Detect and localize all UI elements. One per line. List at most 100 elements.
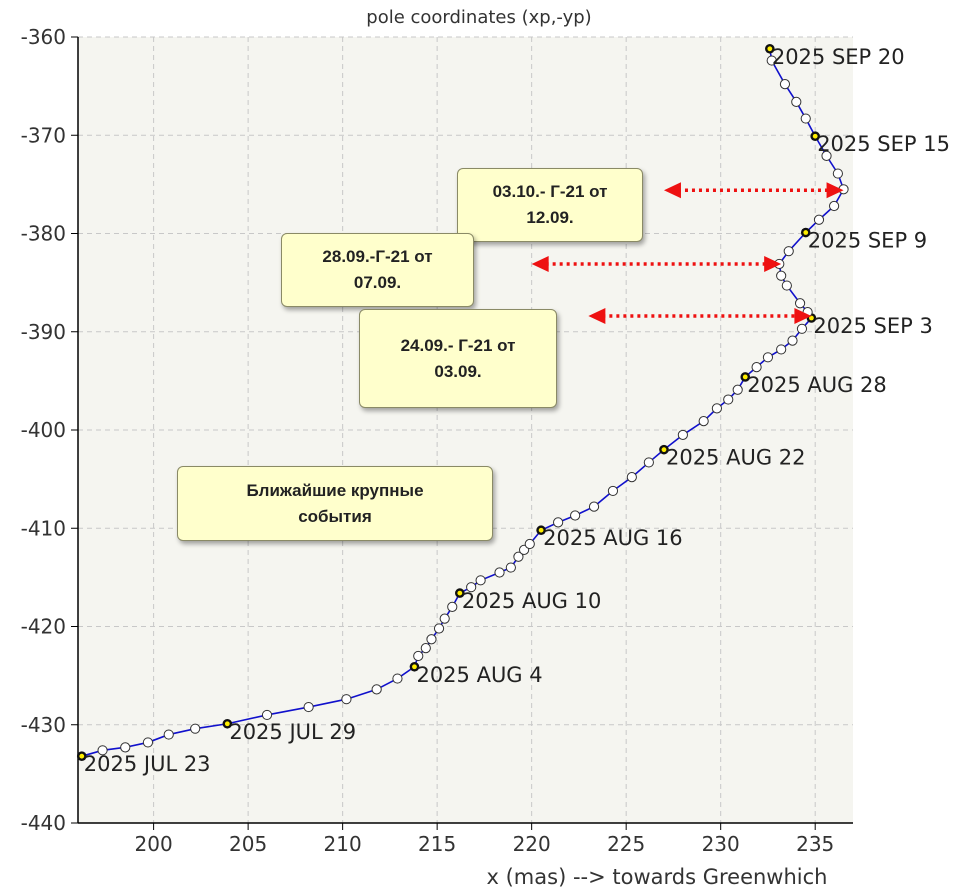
highlight-point-center <box>412 664 417 670</box>
data-point <box>776 344 787 355</box>
data-point <box>783 246 794 257</box>
y-tick-label: -380 <box>21 222 66 246</box>
arrowhead-right <box>764 255 782 272</box>
x-axis-label: x (mas) --> towards Greenwhich <box>487 865 828 889</box>
x-tick-label: 205 <box>229 832 267 856</box>
date-label: 2025 AUG 22 <box>666 446 806 470</box>
data-point <box>97 745 108 756</box>
data-point <box>505 562 516 573</box>
x-tick-label: 220 <box>513 832 551 856</box>
axis-ticks: 200 205 210 215 220 225 230 235 -360 -370 -380 -390… <box>21 25 835 856</box>
date-label: 2025 JUL 23 <box>84 752 211 776</box>
data-point <box>607 485 619 497</box>
x-tick-label: 230 <box>702 832 740 856</box>
data-point <box>779 79 791 90</box>
arrowhead-left <box>531 255 549 272</box>
data-point <box>475 575 486 586</box>
data-point <box>776 270 787 281</box>
x-tick-label: 225 <box>607 832 645 856</box>
x-tick-label: 235 <box>796 832 834 856</box>
highlight-point-center <box>803 230 809 235</box>
data-point <box>698 416 709 427</box>
data-point <box>190 723 201 734</box>
highlight-point-center <box>79 753 85 759</box>
data-point <box>371 684 382 695</box>
highlight-point-center <box>538 527 544 533</box>
data-point <box>832 168 843 179</box>
note-sep3: 24.09.- Г-21 от 03.09. <box>359 309 557 408</box>
data-point <box>524 538 535 550</box>
data-point <box>439 613 450 624</box>
highlight-point-center <box>767 46 773 52</box>
data-point <box>796 323 808 334</box>
data-point <box>433 623 445 634</box>
x-tick-label: 200 <box>135 832 173 856</box>
highlight-point-center <box>457 590 463 596</box>
y-tick-label: -420 <box>21 615 66 639</box>
data-point <box>163 729 174 740</box>
data-point <box>413 650 424 662</box>
data-point <box>341 694 352 705</box>
data-point <box>828 200 840 212</box>
data-point <box>494 567 505 578</box>
arrows-group <box>531 182 844 325</box>
series-group <box>76 43 849 761</box>
date-label: 2025 SEP 3 <box>813 314 932 338</box>
data-point <box>261 709 273 721</box>
y-tick-label: -370 <box>21 123 66 147</box>
data-point <box>787 335 798 346</box>
date-label: 2025 SEP 15 <box>817 132 950 156</box>
data-point <box>626 472 637 483</box>
date-label: 2025 AUG 16 <box>543 526 683 550</box>
data-point <box>732 384 743 395</box>
data-point <box>781 280 792 291</box>
data-point <box>426 634 437 645</box>
arrowhead-right <box>794 308 812 325</box>
data-point <box>813 214 825 225</box>
data-point <box>762 352 774 363</box>
note-events: Ближайшие крупные события <box>177 466 493 541</box>
data-point <box>711 403 723 414</box>
data-point <box>800 113 811 124</box>
arrowhead-left <box>663 182 681 199</box>
data-point <box>120 742 131 753</box>
date-label: 2025 AUG 10 <box>462 589 602 613</box>
data-point <box>466 582 477 593</box>
data-point <box>392 673 403 684</box>
data-point <box>447 601 458 612</box>
date-label: 2025 SEP 9 <box>808 229 927 253</box>
highlight-point-center <box>812 133 818 139</box>
data-point <box>420 643 431 654</box>
data-point <box>142 737 154 748</box>
highlight-point-center <box>809 315 814 321</box>
y-tick-label: -360 <box>21 25 66 49</box>
y-tick-label: -410 <box>21 516 66 540</box>
data-point <box>513 551 524 562</box>
data-point <box>794 298 806 309</box>
highlight-point-center <box>742 374 748 380</box>
y-tick-label: -400 <box>21 418 66 442</box>
y-tick-label: -390 <box>21 320 66 344</box>
highlight-point-center <box>661 447 667 453</box>
data-point <box>723 394 734 405</box>
data-point <box>677 429 688 441</box>
data-point <box>751 362 762 373</box>
note-sep12: 03.10.- Г-21 от 12.09. <box>457 168 643 242</box>
x-tick-label: 215 <box>418 832 456 856</box>
chart-title: pole coordinates (xp,-yp) <box>366 7 591 28</box>
note-sep7: 28.09.-Г-21 от 07.09. <box>281 233 474 307</box>
data-point <box>570 510 581 521</box>
data-point <box>766 55 777 66</box>
date-label: 2025 AUG 28 <box>747 373 887 397</box>
data-point <box>643 457 654 468</box>
data-point <box>821 150 832 161</box>
x-tick-label: 210 <box>324 832 362 856</box>
data-point <box>791 96 802 107</box>
point-labels: 2025 JUL 23 2025 JUL 29 2025 AUG 4 2025 AUG… <box>84 45 950 776</box>
data-point <box>553 517 564 528</box>
arrowhead-left <box>588 308 606 325</box>
data-point <box>303 701 314 713</box>
arrowhead-right <box>826 182 844 199</box>
date-label: 2025 SEP 20 <box>772 45 905 69</box>
